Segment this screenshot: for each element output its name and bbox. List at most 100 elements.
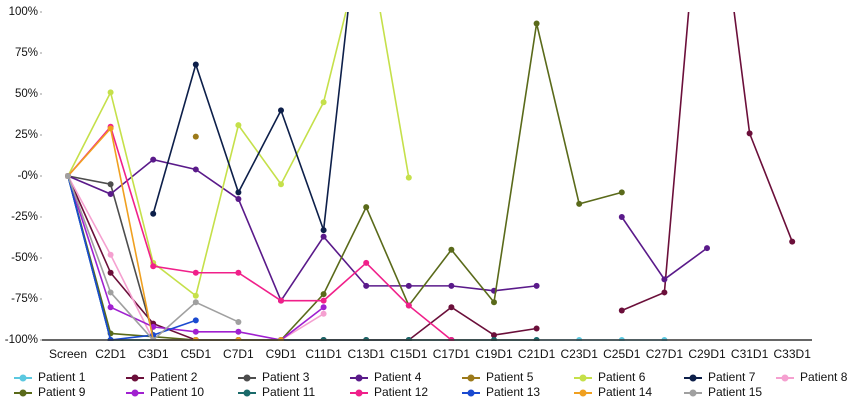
data-point (278, 107, 284, 114)
data-point (107, 269, 114, 276)
x-tick-label: Screen (49, 347, 87, 361)
y-tick-label: -100% (5, 334, 38, 346)
data-point (661, 289, 668, 296)
data-point (150, 210, 157, 217)
data-point (320, 304, 327, 311)
data-point (107, 289, 114, 296)
data-point (192, 328, 199, 335)
data-point (235, 195, 242, 202)
data-point (107, 181, 114, 188)
data-point (618, 214, 625, 220)
data-point (150, 156, 157, 163)
data-point (363, 259, 370, 266)
x-tick-label: C17D1 (433, 347, 471, 361)
legend-label: Patient 15 (708, 385, 762, 399)
data-point (363, 282, 370, 289)
legend-marker (243, 374, 251, 382)
data-point (107, 251, 114, 258)
data-point (192, 317, 199, 324)
plot-area (65, 12, 796, 341)
data-point (448, 246, 455, 253)
y-tick-label: 75% (15, 47, 38, 59)
data-point (192, 61, 199, 68)
legend-label: Patient 1 (38, 370, 86, 384)
data-point (448, 282, 455, 289)
legend-label: Patient 9 (38, 385, 86, 399)
x-tick-label: C2D1 (95, 347, 126, 361)
data-point (533, 325, 540, 332)
legend-label: Patient 2 (150, 370, 198, 384)
x-tick-label: C15D1 (390, 347, 428, 361)
series-line (621, 216, 708, 281)
series-line (67, 175, 197, 341)
legend-label: Patient 5 (486, 370, 534, 384)
data-point (405, 282, 412, 289)
y-tick-label: -50% (11, 252, 38, 264)
legend-marker (579, 389, 587, 397)
data-point (192, 269, 199, 276)
data-point (618, 307, 625, 314)
y-tick-label: 100% (9, 6, 38, 18)
legend-label: Patient 8 (800, 370, 848, 384)
data-point (320, 233, 327, 240)
legend-marker (355, 374, 363, 382)
data-point (192, 299, 199, 306)
series-line (67, 158, 537, 303)
data-point (491, 299, 497, 306)
legend-label: Patient 7 (708, 370, 756, 384)
data-point (704, 245, 710, 252)
data-point (533, 20, 540, 27)
y-tick-label: 25% (15, 129, 38, 141)
x-tick-label: C25D1 (603, 347, 641, 361)
data-point (192, 133, 199, 140)
data-point (320, 227, 327, 234)
data-point (235, 328, 242, 335)
data-point (576, 200, 583, 207)
x-tick-label: C21D1 (518, 347, 556, 361)
series-line (621, 12, 793, 312)
data-point (235, 122, 242, 129)
x-tick-label: C3D1 (138, 347, 169, 361)
data-point (150, 323, 157, 330)
legend-marker (19, 389, 27, 397)
data-point (405, 302, 412, 309)
legend-label: Patient 4 (374, 370, 422, 384)
x-tick-label: C11D1 (305, 347, 342, 361)
x-tick-label: C23D1 (561, 347, 599, 361)
data-point (320, 99, 327, 106)
data-point (320, 291, 327, 298)
data-point (235, 269, 242, 276)
x-tick-label: C7D1 (223, 347, 254, 361)
y-tick-label: 50% (15, 88, 38, 100)
x-tick-label: C33D1 (774, 347, 812, 361)
x-tick-label: C5D1 (180, 347, 211, 361)
legend-marker (467, 374, 475, 382)
legend-label: Patient 3 (262, 370, 310, 384)
legend-marker (355, 389, 363, 397)
legend-label: Patient 6 (598, 370, 646, 384)
data-point (405, 174, 412, 181)
series-line (67, 125, 452, 341)
data-point (192, 166, 199, 173)
data-point (320, 297, 327, 304)
data-point (320, 310, 327, 317)
series-line (67, 12, 410, 298)
legend-marker (689, 389, 697, 397)
legend-marker (243, 389, 251, 397)
legend-label: Patient 11 (262, 385, 315, 399)
data-point (65, 173, 71, 179)
x-tick-label: C13D1 (348, 347, 386, 361)
legend-marker (19, 374, 27, 382)
data-point (533, 282, 540, 289)
x-tick-label: C9D1 (266, 347, 297, 361)
x-tick-label: C27D1 (646, 347, 684, 361)
data-point (448, 304, 455, 311)
legend-label: Patient 14 (598, 385, 652, 399)
legend-label: Patient 10 (150, 385, 204, 399)
series-line (152, 12, 349, 231)
legend-marker (131, 389, 139, 397)
series-line (67, 23, 623, 341)
legend-marker (781, 374, 789, 382)
y-tick-label: -75% (11, 293, 38, 305)
